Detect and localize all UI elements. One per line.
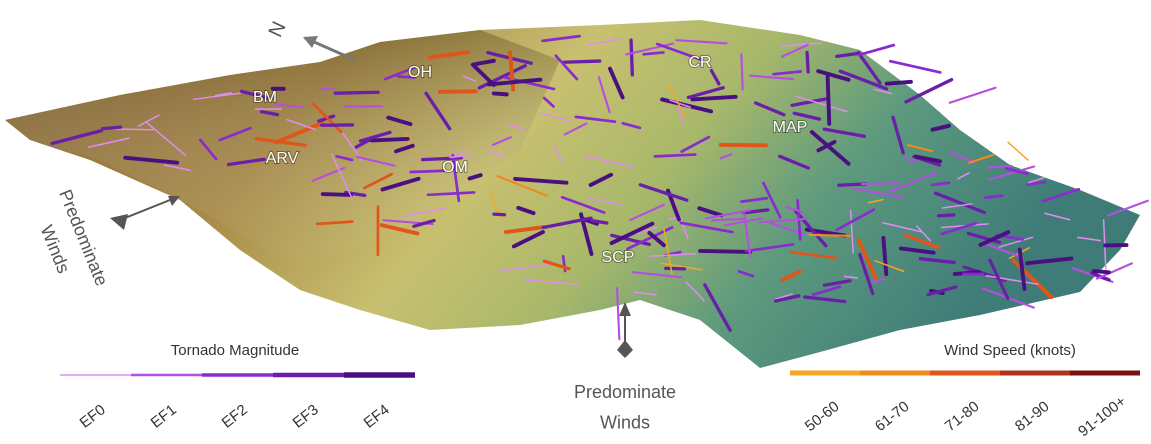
track bbox=[809, 235, 850, 236]
track bbox=[950, 88, 996, 103]
legend-item: EF4 bbox=[361, 401, 393, 431]
compass: N bbox=[265, 18, 355, 60]
region-label: CR bbox=[688, 54, 711, 71]
legend-title: Wind Speed (knots) bbox=[944, 342, 1076, 359]
region-label: ARV bbox=[266, 150, 299, 167]
map: N BM OH CR ARV OM MAP SCP PredominateWin… bbox=[0, 0, 1151, 444]
track bbox=[323, 194, 351, 195]
track bbox=[692, 97, 735, 100]
track bbox=[564, 61, 600, 62]
track bbox=[721, 145, 766, 146]
track bbox=[644, 52, 664, 54]
legend-item: 71-80 bbox=[942, 398, 983, 435]
track bbox=[655, 155, 695, 157]
region-label: OH bbox=[408, 64, 432, 81]
track bbox=[1008, 142, 1028, 160]
track bbox=[440, 91, 476, 92]
track bbox=[631, 40, 632, 75]
track bbox=[335, 92, 378, 93]
arrow-tail bbox=[617, 340, 633, 358]
wind-arrow-left: PredominateWinds bbox=[27, 187, 180, 301]
legend-item: 50-60 bbox=[802, 398, 843, 435]
track bbox=[372, 139, 408, 140]
wind-legend: 50-60 61-70 71-80 81-90 91-100+ bbox=[790, 373, 1140, 440]
track bbox=[741, 54, 742, 89]
wind-label-line: Predominate bbox=[55, 187, 112, 289]
wind-label-line: Winds bbox=[600, 413, 650, 433]
legend-item: 81-90 bbox=[1012, 398, 1053, 435]
track bbox=[887, 82, 911, 84]
track bbox=[939, 215, 954, 216]
track bbox=[700, 251, 750, 252]
wind-label-line: Predominate bbox=[574, 382, 676, 402]
legend-item: 91-100+ bbox=[1075, 393, 1129, 441]
track bbox=[862, 183, 899, 184]
track bbox=[103, 127, 121, 129]
legend-item: EF3 bbox=[290, 401, 322, 431]
wind-arrow-bottom: Predominate Winds bbox=[574, 302, 676, 433]
arrow-tail bbox=[110, 214, 128, 230]
legend-item: EF0 bbox=[77, 401, 109, 431]
legend-title: Tornado Magnitude bbox=[171, 342, 299, 359]
arrow-line bbox=[125, 198, 175, 218]
region-label: OM bbox=[442, 159, 468, 176]
wind-label: PredominateWinds bbox=[27, 187, 112, 301]
track bbox=[828, 77, 830, 124]
track bbox=[666, 268, 685, 269]
wind-label: Predominate Winds bbox=[574, 382, 676, 433]
legend-item: EF1 bbox=[148, 401, 180, 431]
compass-label: N bbox=[265, 18, 291, 40]
legend-item: EF2 bbox=[219, 401, 251, 431]
track bbox=[411, 171, 445, 172]
legend-item: 61-70 bbox=[872, 398, 913, 435]
region-label: MAP bbox=[773, 119, 808, 136]
track bbox=[494, 93, 507, 94]
region-label: BM bbox=[253, 89, 277, 106]
track bbox=[114, 129, 153, 130]
track bbox=[807, 52, 808, 71]
track bbox=[494, 214, 505, 215]
track bbox=[1094, 271, 1109, 272]
track bbox=[890, 61, 940, 72]
wind-label-line: Winds bbox=[37, 222, 74, 276]
tornado-legend: EF0 EF1 EF2 EF3 EF4 bbox=[60, 375, 415, 432]
track bbox=[322, 89, 333, 90]
track bbox=[859, 45, 894, 55]
region-label: SCP bbox=[602, 249, 635, 266]
